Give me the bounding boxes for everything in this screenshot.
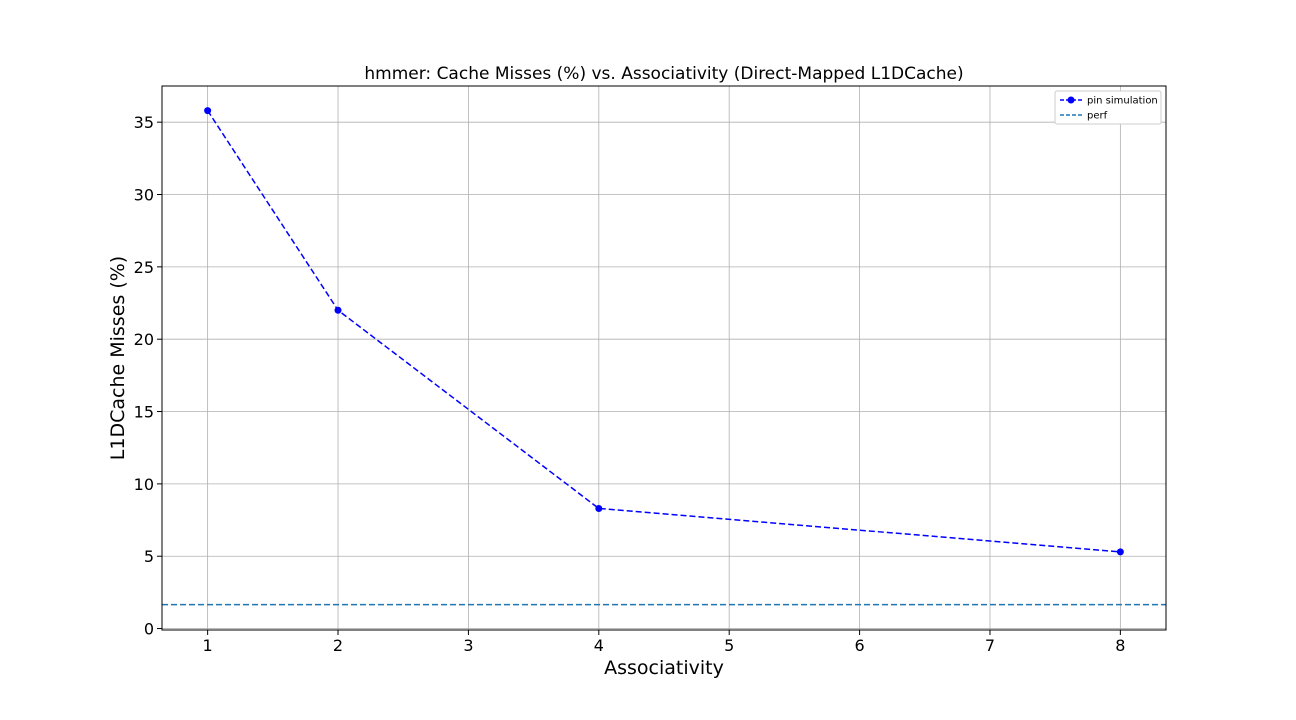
x-tick-label: 8 xyxy=(1115,636,1125,655)
x-axis-label: Associativity xyxy=(604,657,724,679)
data-point xyxy=(334,306,342,314)
x-tick-label: 4 xyxy=(594,636,604,655)
data-point xyxy=(1116,548,1124,556)
grid xyxy=(162,86,1166,630)
y-axis-label: L1DCache Misses (%) xyxy=(107,256,129,460)
x-tick-label: 7 xyxy=(985,636,995,655)
plot-data xyxy=(162,107,1166,606)
x-tick-label: 2 xyxy=(333,636,343,655)
y-tick-label: 10 xyxy=(134,475,154,494)
axis-ticks: 1 2 3 4 5 6 7 8 0 5 10 15 20 25 30 35 xyxy=(134,113,1126,655)
x-tick-label: 6 xyxy=(854,636,864,655)
y-tick-label: 35 xyxy=(134,113,154,132)
data-point xyxy=(595,504,603,512)
legend: pin simulation perf xyxy=(1054,90,1162,125)
legend-label-pin-simulation: pin simulation xyxy=(1087,96,1158,107)
y-tick-label: 20 xyxy=(134,330,154,349)
chart-title: hmmer: Cache Misses (%) vs. Associativit… xyxy=(364,64,963,84)
x-tick-label: 1 xyxy=(203,636,213,655)
y-tick-label: 0 xyxy=(144,620,154,639)
plot-frame xyxy=(161,85,1167,631)
series-line-pin-simulation xyxy=(207,110,1121,553)
data-point xyxy=(204,107,212,115)
x-tick-label: 5 xyxy=(724,636,734,655)
legend-label-perf: perf xyxy=(1087,111,1108,122)
legend-marker-pin-simulation xyxy=(1067,96,1075,104)
y-tick-label: 15 xyxy=(134,403,154,422)
y-tick-label: 30 xyxy=(134,186,154,205)
x-tick-label: 3 xyxy=(463,636,473,655)
y-tick-label: 25 xyxy=(134,258,154,277)
y-tick-label: 5 xyxy=(144,547,154,566)
